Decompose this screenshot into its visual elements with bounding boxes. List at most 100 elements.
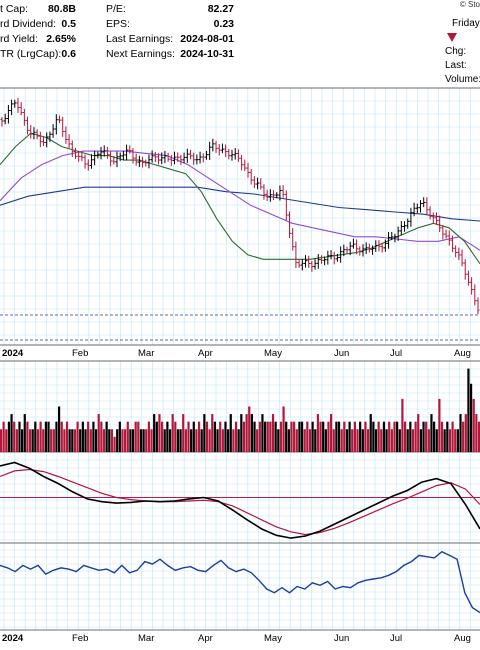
- price-bar: [185, 148, 189, 163]
- volume-bar: [203, 414, 206, 452]
- volume-bar: [364, 421, 367, 452]
- volume-bar: [34, 421, 37, 452]
- price-bar: [13, 99, 17, 108]
- price-bar: [10, 99, 14, 116]
- volume-bar: [266, 421, 269, 452]
- volume-bar: [139, 429, 143, 452]
- volume-bar: [176, 429, 180, 452]
- volume-bar: [221, 429, 224, 452]
- volume-bar: [274, 421, 277, 452]
- x-tick-label: Feb: [72, 348, 88, 359]
- volume-bar: [7, 421, 11, 452]
- volume-bar: [158, 414, 161, 452]
- x-tick-label: Jun: [334, 348, 349, 359]
- price-bar: [22, 108, 26, 126]
- price-bar: [131, 148, 135, 164]
- price-bar: [99, 146, 103, 160]
- volume-bar: [330, 414, 333, 452]
- volume-bar: [401, 398, 404, 452]
- price-bar: [192, 152, 196, 165]
- volume-bar: [60, 421, 63, 452]
- price-bar: [335, 253, 339, 262]
- price-bar: [201, 153, 205, 163]
- price-bar: [265, 189, 269, 201]
- price-bar: [16, 97, 20, 113]
- price-bar: [358, 246, 362, 256]
- price-bar: [35, 129, 39, 140]
- volume-bar: [469, 383, 473, 452]
- price-bar: [0, 117, 4, 127]
- volume-bar: [277, 429, 280, 452]
- price-bar: [431, 212, 435, 224]
- volume-bar: [438, 398, 441, 452]
- price-bar: [415, 203, 419, 214]
- volume-bar: [311, 421, 314, 452]
- price-bar: [460, 249, 464, 267]
- price-bar: [137, 155, 141, 167]
- price-bar: [83, 154, 87, 169]
- volume-bar: [52, 429, 55, 452]
- volume-bar: [353, 421, 356, 452]
- price-bar: [326, 250, 330, 265]
- last-label: Last:: [445, 60, 467, 71]
- volume-bar: [369, 414, 372, 452]
- price-bar: [58, 115, 62, 124]
- volume-bar: [166, 421, 169, 452]
- rsi-line: [0, 550, 480, 614]
- price-bar: [230, 149, 234, 161]
- price-bar: [93, 150, 97, 166]
- volume-bar: [374, 429, 378, 452]
- price-bar: [310, 260, 314, 272]
- price-bar: [396, 226, 400, 241]
- price-bar: [195, 154, 199, 165]
- price-bar: [284, 190, 288, 221]
- volume-bar: [2, 421, 5, 452]
- price-bar: [383, 239, 387, 252]
- fund-value-2: 2.65%: [46, 33, 76, 45]
- volume-bar: [425, 421, 428, 452]
- price-bar: [163, 150, 167, 164]
- volume-bar: [390, 429, 393, 452]
- price-bar: [348, 241, 352, 256]
- volume-bar: [126, 421, 129, 452]
- volume-bar: [147, 421, 150, 452]
- volume-bar: [295, 429, 298, 452]
- price-bar: [160, 152, 164, 165]
- price-bar: [434, 212, 438, 225]
- price-bar: [157, 153, 161, 165]
- rsi-panel: [0, 550, 480, 614]
- price-bar: [447, 230, 451, 246]
- price-bar: [457, 247, 461, 260]
- fund-label-7: Next Earnings:: [106, 48, 175, 60]
- volume-bar: [279, 421, 283, 452]
- price-bar: [444, 229, 448, 239]
- price-bar: [339, 246, 343, 263]
- price-bar: [150, 150, 154, 163]
- volume-bar: [451, 421, 454, 452]
- volume-bar: [359, 421, 362, 452]
- volume-bar: [153, 414, 156, 452]
- price-bar: [80, 151, 84, 162]
- price-bar: [70, 140, 74, 157]
- price-bar: [42, 136, 46, 147]
- volume-bar: [337, 421, 341, 452]
- volume-bar: [464, 414, 467, 452]
- volume-bar: [55, 421, 58, 452]
- price-bar: [281, 185, 285, 198]
- volume-bar: [433, 421, 436, 452]
- volume-bar: [131, 429, 135, 452]
- volume-bar: [5, 429, 8, 452]
- price-bar: [374, 240, 378, 252]
- price-bar: [153, 152, 157, 163]
- volume-bar: [372, 421, 375, 452]
- price-bar: [198, 151, 202, 164]
- price-bar: [268, 189, 272, 202]
- volume-bar: [31, 429, 34, 452]
- volume-bar: [306, 421, 309, 452]
- fund-label-1: rd Dividend:: [0, 18, 57, 30]
- volume-bar: [229, 414, 232, 452]
- volume-bar: [21, 429, 24, 452]
- volume-bar: [467, 368, 470, 452]
- x-tick-label: Mar: [138, 348, 154, 359]
- price-bar: [48, 131, 52, 142]
